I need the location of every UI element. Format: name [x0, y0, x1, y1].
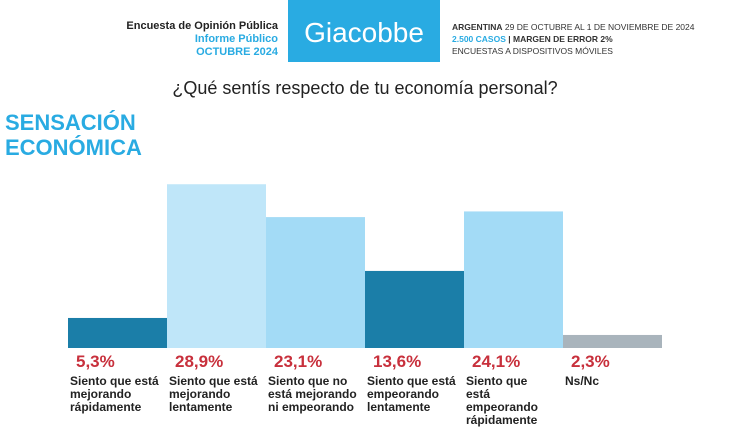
bar	[563, 334, 662, 348]
brand: Giacobbe	[288, 0, 440, 62]
dates: 29 DE OCTUBRE AL 1 DE NOVIEMBRE DE 2024	[504, 22, 695, 32]
header-date: OCTUBRE 2024	[196, 46, 278, 58]
value-label: 28,9%	[175, 352, 224, 371]
bar	[167, 184, 266, 348]
header-title: Encuesta de Opinión Pública	[126, 20, 278, 32]
value-label: 5,3%	[76, 352, 115, 371]
category-label: Siento que está mejorando rápidamente	[70, 374, 159, 414]
margin: | MARGEN DE ERROR 2%	[508, 34, 613, 44]
header-subtitle: Informe Público	[194, 33, 278, 45]
category-label: Ns/Nc	[565, 374, 600, 388]
value-label: 13,6%	[373, 352, 422, 371]
header-info: ARGENTINA 29 DE OCTUBRE AL 1 DE NOVIEMBR…	[452, 21, 695, 33]
value-label: 2,3%	[571, 352, 610, 371]
header-info: 2.500 CASOS | MARGEN DE ERROR 2%	[452, 33, 613, 45]
subtitle-line: ECONÓMICA	[5, 135, 142, 160]
bar	[365, 270, 464, 348]
chart-subtitle: SENSACIÓN ECONÓMICA	[5, 110, 142, 160]
country: ARGENTINA	[452, 22, 503, 32]
category-label: Siento que está mejorando lentamente	[169, 374, 258, 414]
cases: 2.500 CASOS	[452, 34, 506, 44]
header-info: ENCUESTAS A DISPOSITIVOS MÓVILES	[452, 46, 613, 56]
category-label: Siento que no está mejorando ni empeoran…	[268, 374, 357, 414]
chart-title: ¿Qué sentís respecto de tu economía pers…	[172, 78, 558, 98]
bar	[68, 317, 167, 348]
value-label: 23,1%	[274, 352, 323, 371]
category-label: Siento que está empeorando rápidamente	[466, 374, 539, 427]
bar	[266, 217, 365, 348]
category-label: Siento que está empeorando lentamente	[367, 374, 456, 414]
value-label: 24,1%	[472, 352, 521, 371]
subtitle-line: SENSACIÓN	[5, 110, 136, 135]
bar	[464, 211, 563, 348]
